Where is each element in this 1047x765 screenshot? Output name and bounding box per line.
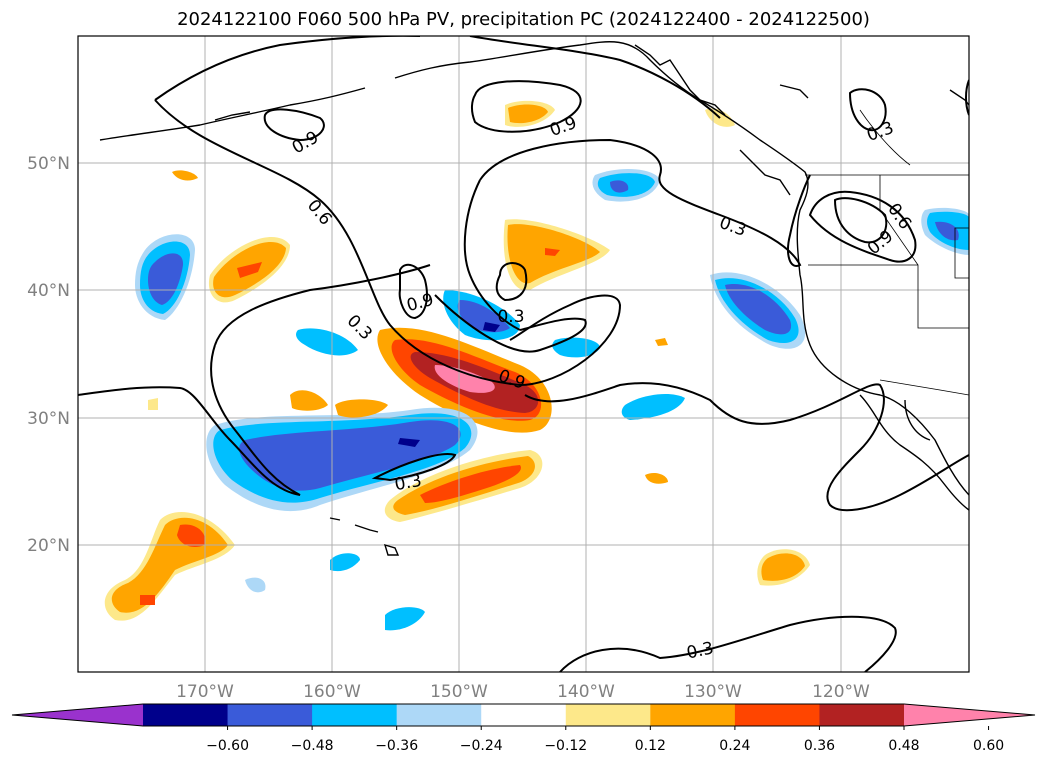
latitude-labels: 50°N 40°N 30°N 20°N (27, 154, 70, 556)
lon-label: 140°W (557, 682, 615, 702)
lon-label: 150°W (430, 682, 488, 702)
colorbar-tick-label: 0.12 (635, 738, 666, 754)
colorbar-segment (819, 704, 905, 726)
longitude-labels: 170°W 160°W 150°W 140°W 130°W 120°W (176, 682, 870, 702)
colorbar-tick-label: −0.60 (206, 738, 249, 754)
colorbar-tick-label: −0.36 (375, 738, 418, 754)
colorbar-tick-label: −0.48 (291, 738, 334, 754)
colorbar-segment (143, 704, 229, 726)
lat-label: 30°N (27, 409, 70, 429)
colorbar-segment (650, 704, 736, 726)
colorbar-segment (565, 704, 651, 726)
lat-label: 50°N (27, 154, 70, 174)
lat-label: 20°N (27, 536, 70, 556)
colorbar-tick-label: 0.36 (804, 738, 835, 754)
map-title: 2024122100 F060 500 hPa PV, precipitatio… (177, 9, 870, 30)
lat-label: 40°N (27, 281, 70, 301)
colorbar-tick-label: 0.60 (973, 738, 1004, 754)
lon-label: 120°W (812, 682, 870, 702)
lon-label: 160°W (303, 682, 361, 702)
contour-label: 0.3 (497, 307, 524, 327)
colorbar-extend-low (12, 704, 143, 726)
colorbar-segment (312, 704, 398, 726)
contour-label: 0.3 (393, 471, 423, 495)
colorbar-segment (481, 704, 567, 726)
colorbar: −0.60 −0.48 −0.36 −0.24 −0.12 0.12 0.24 0.36 0.4… (11, 703, 1036, 754)
colorbar-outline (11, 703, 1036, 727)
lon-label: 130°W (684, 682, 742, 702)
lon-label: 170°W (176, 682, 234, 702)
colorbar-extend-high (904, 704, 1035, 726)
colorbar-segment (734, 704, 820, 726)
map-canvas (78, 36, 969, 672)
map-frame (77, 35, 970, 673)
colorbar-tick-label: −0.12 (544, 738, 587, 754)
colorbar-segment (396, 704, 482, 726)
colorbar-segment (227, 704, 313, 726)
coastlines (99, 41, 969, 556)
pv-contours (78, 36, 969, 672)
colorbar-tick-label: 0.48 (888, 738, 919, 754)
colorbar-tick-label: −0.24 (460, 738, 503, 754)
colorbar-tick-label: 0.24 (719, 738, 750, 754)
